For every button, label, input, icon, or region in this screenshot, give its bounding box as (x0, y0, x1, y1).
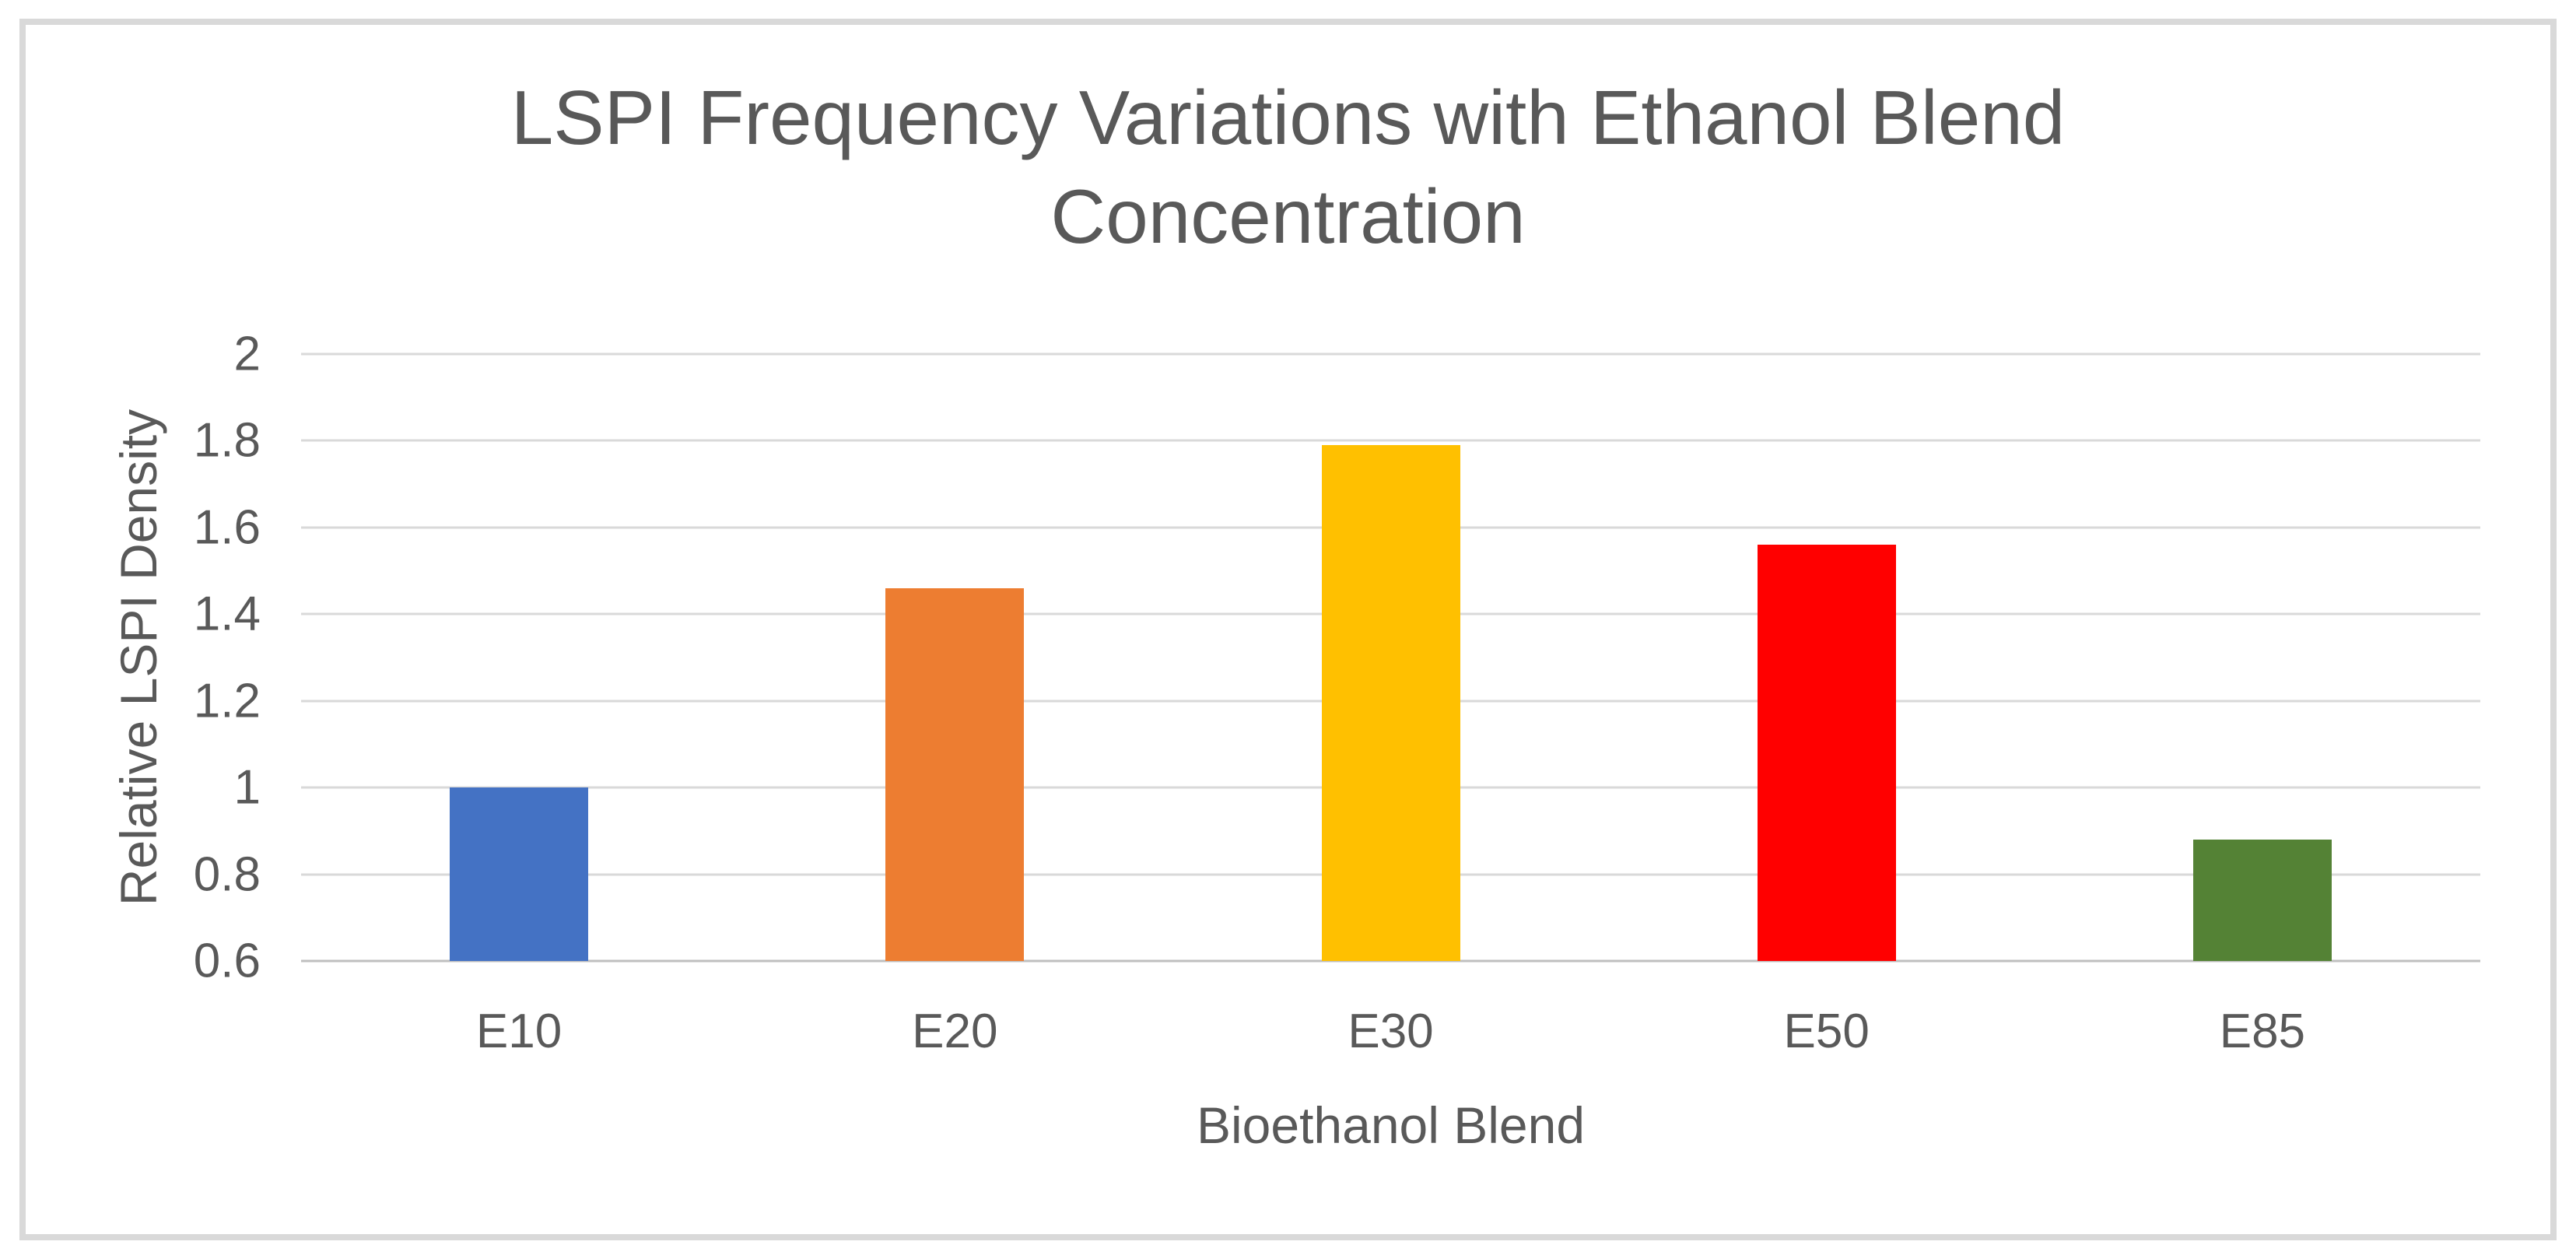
y-tick-label: 1.4 (193, 587, 261, 641)
y-tick-label: 1.2 (193, 674, 261, 728)
bar-e30 (1321, 445, 1460, 961)
x-category-label: E50 (1783, 1005, 1870, 1058)
y-tick-label: 1.6 (193, 500, 261, 555)
chart-title: LSPI Frequency Variations with Ethanol B… (0, 68, 2576, 267)
y-tick-label: 1.8 (193, 413, 261, 468)
plot-area (301, 352, 2480, 963)
gridline (301, 959, 2480, 963)
x-category-label: E10 (475, 1005, 563, 1058)
bar-e50 (1757, 545, 1896, 961)
x-category-label: E85 (2219, 1005, 2306, 1058)
x-axis-title: Bioethanol Blend (1196, 1096, 1586, 1154)
gridline (301, 352, 2480, 356)
gridline (301, 439, 2480, 442)
chart-frame (19, 19, 2557, 1240)
bar-e85 (2192, 840, 2332, 961)
x-axis-category-labels: E10 E20 E30 E50 E85 (301, 1004, 2480, 1066)
x-category-label: E20 (912, 1005, 998, 1058)
y-tick-label: 0.8 (193, 847, 261, 902)
y-tick-label: 1 (233, 760, 261, 815)
chart-title-text: LSPI Frequency Variations with Ethanol B… (510, 75, 2066, 260)
bar-e10 (450, 787, 589, 961)
y-tick-label: 0.6 (193, 934, 261, 988)
y-axis-tick-labels: 2 1.8 1.6 1.4 1.2 1 0.8 0.6 (0, 328, 272, 988)
x-category-label: E30 (1348, 1005, 1434, 1058)
bar-e20 (885, 587, 1025, 961)
y-tick-label: 2 (233, 327, 261, 381)
